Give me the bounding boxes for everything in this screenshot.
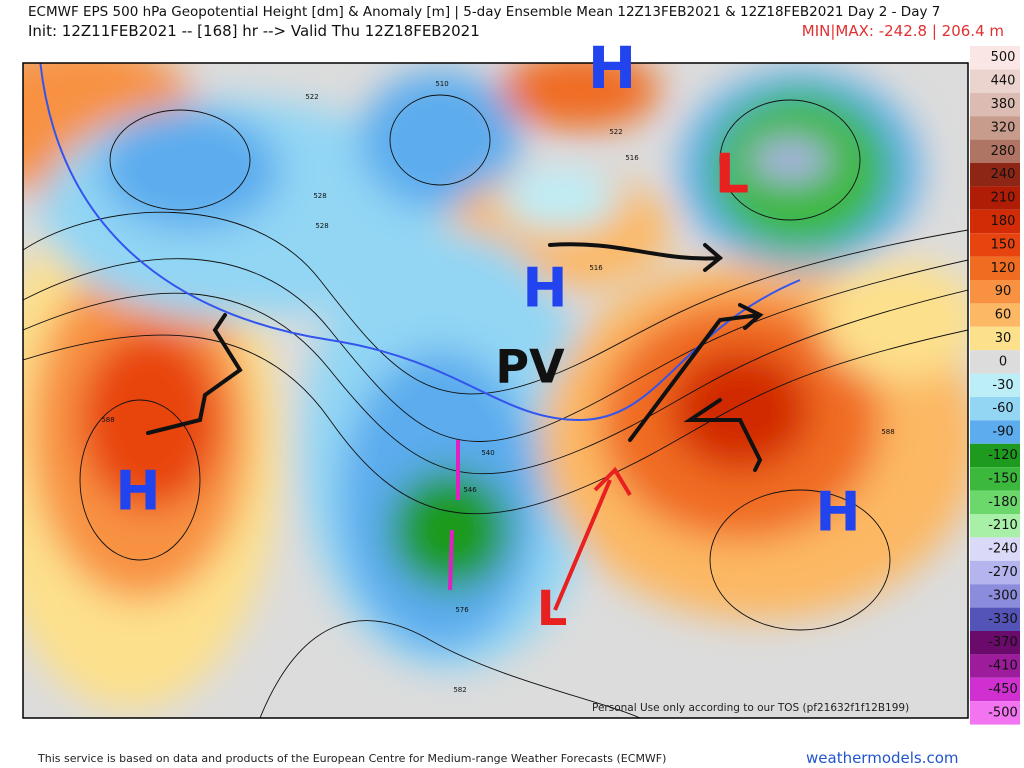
footer-site: weathermodels.com xyxy=(806,749,959,767)
colorbar-label: -150 xyxy=(988,471,1018,486)
colorbar-label: -270 xyxy=(988,565,1018,580)
colorbar-label: -180 xyxy=(988,495,1018,510)
colorbar-swatch xyxy=(970,233,1020,257)
arrows xyxy=(146,242,764,472)
contour-label: 522 xyxy=(305,93,318,101)
map-annotation: H xyxy=(815,481,860,544)
colorbar-swatch xyxy=(970,303,1020,327)
colorbar-label: -370 xyxy=(988,635,1018,650)
init-line: Init: 12Z11FEB2021 -- [168] hr --> Valid… xyxy=(28,22,480,40)
footer-credit: This service is based on data and produc… xyxy=(38,752,667,765)
map-annotation: H xyxy=(115,460,160,523)
colorbar-swatch xyxy=(970,490,1020,514)
colorbar-swatch xyxy=(970,443,1020,468)
contour-label: 528 xyxy=(315,222,328,230)
map-annotation: H xyxy=(588,34,637,102)
contour-label: 588 xyxy=(881,428,894,436)
map-annotation: L xyxy=(537,581,568,637)
colorbar-swatch xyxy=(970,514,1020,538)
colorbar-swatch xyxy=(970,560,1020,585)
colorbar-label: 320 xyxy=(991,120,1016,135)
colorbar-swatch xyxy=(970,420,1020,444)
contour-label: 510 xyxy=(435,80,448,88)
colorbar-label: 500 xyxy=(991,50,1016,65)
contour-label: 516 xyxy=(589,264,603,272)
map-annotation: L xyxy=(715,143,749,206)
colorbar-label: 90 xyxy=(995,284,1012,299)
colorbar-swatch xyxy=(970,92,1020,117)
colorbar-swatch xyxy=(970,654,1020,678)
colorbar-label: -120 xyxy=(988,448,1018,463)
header-title: ECMWF EPS 500 hPa Geopotential Height [d… xyxy=(28,4,941,20)
colorbar-label: -60 xyxy=(992,401,1013,416)
colorbar-swatch xyxy=(970,69,1020,93)
colorbar-label: -210 xyxy=(988,518,1018,533)
contour-label: 546 xyxy=(463,486,477,494)
colorbar-label: 180 xyxy=(991,214,1016,229)
colorbar-label: -330 xyxy=(988,612,1018,627)
colorbar-swatch xyxy=(970,677,1020,702)
colorbar-label: 440 xyxy=(991,74,1016,89)
colorbar-label: 150 xyxy=(991,237,1016,252)
colorbar-label: 240 xyxy=(991,167,1016,182)
height-contours xyxy=(23,94,968,718)
colorbar-swatch xyxy=(970,584,1020,608)
colorbar-swatch xyxy=(970,256,1020,280)
colorbar-swatch xyxy=(970,46,1020,70)
colorbar-swatch xyxy=(970,397,1020,421)
colorbar-swatch xyxy=(970,116,1020,140)
colorbar-label: -30 xyxy=(992,378,1013,393)
map-annotation: H xyxy=(522,257,567,320)
colorbar-label: 210 xyxy=(991,191,1016,206)
contour-label: 576 xyxy=(455,606,469,614)
colorbar-label: 0 xyxy=(999,354,1007,369)
colorbar-label: 380 xyxy=(991,97,1016,112)
colorbar-swatch xyxy=(970,163,1020,187)
colorbar-swatch xyxy=(970,467,1020,491)
contour-label: 528 xyxy=(313,192,326,200)
colorbar-label: 280 xyxy=(991,144,1016,159)
colorbar-label: -240 xyxy=(988,542,1018,557)
colorbar-swatch xyxy=(970,350,1020,374)
colorbar-swatch xyxy=(970,631,1020,655)
colorbar-label: 120 xyxy=(991,261,1016,276)
colorbar-label: -500 xyxy=(988,705,1018,720)
anomaly-field xyxy=(23,63,968,718)
map-annotation: PV xyxy=(495,340,565,394)
contour-label: 540 xyxy=(481,449,494,457)
contour-label: 588 xyxy=(101,416,114,424)
colorbar-swatch xyxy=(970,701,1020,725)
colorbar-label: -450 xyxy=(988,682,1018,697)
contour-label: 522 xyxy=(609,128,622,136)
contour-label: 582 xyxy=(453,686,466,694)
colorbar-label: 60 xyxy=(995,308,1012,323)
colorbar-swatch xyxy=(970,209,1020,234)
min-max: MIN|MAX: -242.8 | 206.4 m xyxy=(801,22,1004,40)
colorbar-swatch xyxy=(970,537,1020,561)
colorbar-label: -410 xyxy=(988,659,1018,674)
colorbar-label: -300 xyxy=(988,588,1018,603)
colorbar-swatch xyxy=(970,607,1020,631)
watermark: Personal Use only according to our TOS (… xyxy=(592,702,909,714)
colorbar-swatch xyxy=(970,326,1020,351)
colorbar-label: 30 xyxy=(995,331,1012,346)
colorbar-swatch xyxy=(970,280,1020,304)
colorbar-swatch xyxy=(970,139,1020,163)
colorbar-swatch xyxy=(970,186,1020,210)
colorbar-label: -90 xyxy=(992,425,1013,440)
colorbar-swatch xyxy=(970,373,1020,397)
contour-label: 516 xyxy=(625,154,639,162)
